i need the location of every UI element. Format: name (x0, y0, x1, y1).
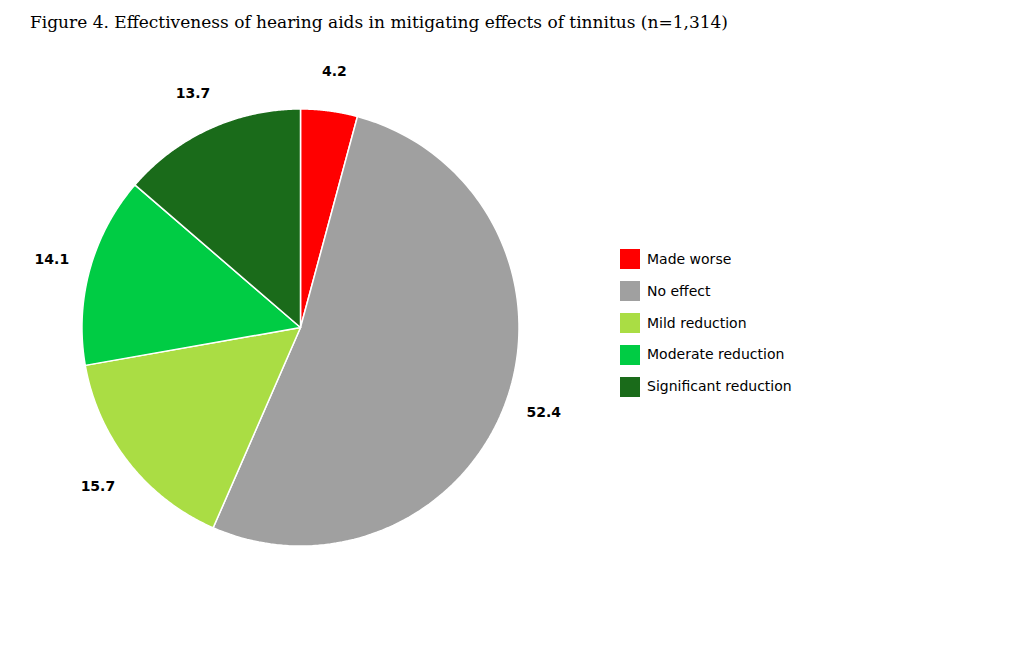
svg-text:13.7: 13.7 (176, 85, 211, 101)
svg-text:4.2: 4.2 (322, 63, 347, 79)
html-text:Moderate reduction: Moderate reduction (647, 346, 785, 363)
html-text:Figure 4. Effectiveness of hea: Figure 4. Effectiveness of hearing aids … (30, 12, 728, 32)
html-text:Made worse: Made worse (647, 251, 732, 267)
html-text:Mild reduction: Mild reduction (647, 314, 747, 331)
svg-text:52.4: 52.4 (527, 404, 562, 420)
html-text:No effect: No effect (647, 282, 711, 299)
html-text:Significant reduction: Significant reduction (647, 378, 792, 395)
svg-text:14.1: 14.1 (35, 251, 70, 267)
svg-text:15.7: 15.7 (81, 478, 116, 494)
